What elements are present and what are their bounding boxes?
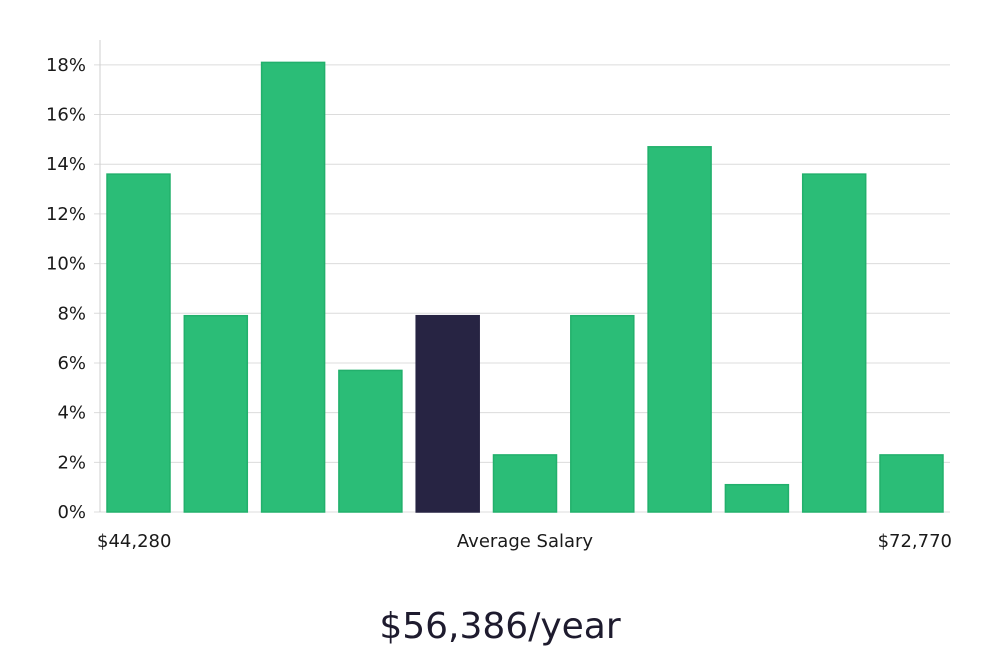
bar	[570, 314, 635, 513]
bar	[879, 454, 944, 513]
bar	[183, 314, 249, 513]
y-tick-label: 4%	[57, 403, 86, 424]
bar	[338, 369, 403, 513]
y-tick-label: 8%	[57, 303, 86, 324]
bar	[801, 173, 867, 513]
y-tick-label: 0%	[57, 502, 86, 523]
bar	[647, 146, 712, 513]
bar	[724, 483, 790, 513]
y-tick-label: 10%	[46, 254, 86, 275]
x-label-max: $72,770	[878, 531, 952, 552]
y-tick-label: 14%	[46, 154, 86, 175]
y-tick-label: 6%	[57, 353, 86, 374]
y-tick-labels: 0% 2% 4% 6% 8% 10% 12% 14% 16% 18%	[46, 55, 86, 523]
bar	[260, 61, 326, 513]
bar	[492, 454, 558, 513]
y-tick-label: 16%	[46, 105, 86, 126]
average-salary-headline: $56,386/year	[379, 606, 621, 647]
bars	[106, 61, 944, 513]
x-axis-labels: $44,280 Average Salary $72,770	[97, 531, 952, 552]
x-axis-title: Average Salary	[457, 531, 594, 552]
bar-highlighted-average	[415, 314, 480, 513]
x-label-min: $44,280	[97, 531, 171, 552]
bar	[106, 173, 171, 513]
y-tick-label: 18%	[46, 55, 86, 76]
y-tick-label: 12%	[46, 204, 86, 225]
y-tick-label: 2%	[57, 452, 86, 473]
salary-distribution-chart: 0% 2% 4% 6% 8% 10% 12% 14% 16% 18% $44,280 Averag…	[46, 40, 952, 552]
